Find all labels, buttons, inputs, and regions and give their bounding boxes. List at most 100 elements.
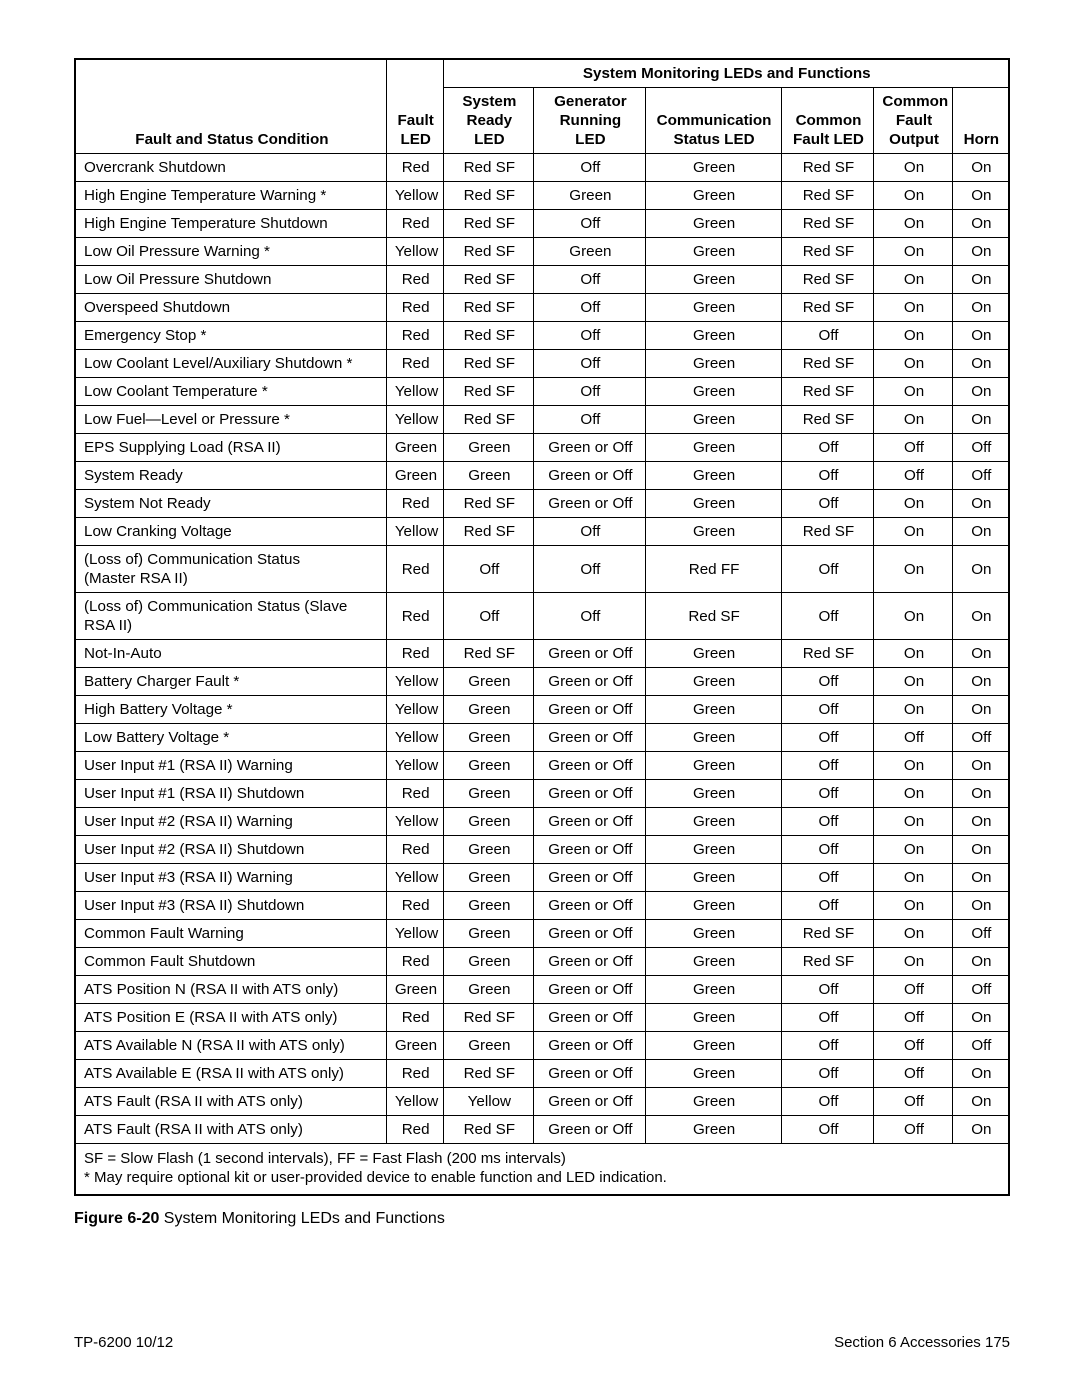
cell-value: On: [952, 322, 1009, 350]
col-header-horn: Horn: [952, 88, 1009, 154]
cell-value: On: [874, 350, 952, 378]
cell-condition: Common Fault Warning: [75, 920, 386, 948]
cell-value: Off: [781, 1088, 874, 1116]
cell-condition: Low Fuel—Level or Pressure *: [75, 406, 386, 434]
table-row: Overspeed ShutdownRedRed SFOffGreenRed S…: [75, 294, 1009, 322]
cell-value: On: [952, 640, 1009, 668]
cell-value: Green: [645, 1088, 781, 1116]
col-header-gen-running: GeneratorRunningLED: [534, 88, 645, 154]
cell-value: On: [952, 1004, 1009, 1032]
cell-value: On: [952, 808, 1009, 836]
cell-value: Green: [645, 1060, 781, 1088]
footer-right: Section 6 Accessories 175: [834, 1334, 1010, 1351]
cell-value: Green: [645, 808, 781, 836]
table-row: User Input #3 (RSA II) ShutdownRedGreenG…: [75, 892, 1009, 920]
cell-value: Yellow: [386, 752, 443, 780]
cell-value: Green: [443, 724, 534, 752]
cell-value: Off: [781, 668, 874, 696]
cell-value: Off: [781, 546, 874, 593]
cell-value: Green: [645, 1004, 781, 1032]
cell-value: Green: [645, 976, 781, 1004]
cell-value: Off: [534, 546, 645, 593]
cell-value: On: [952, 696, 1009, 724]
table-row: ATS Position N (RSA II with ATS only)Gre…: [75, 976, 1009, 1004]
table-row: User Input #1 (RSA II) ShutdownRedGreenG…: [75, 780, 1009, 808]
cell-value: Green: [645, 350, 781, 378]
cell-value: Red: [386, 948, 443, 976]
col-header-condition: Fault and Status Condition: [75, 59, 386, 154]
cell-condition: Low Oil Pressure Warning *: [75, 238, 386, 266]
cell-value: Yellow: [386, 724, 443, 752]
cell-value: Green: [645, 238, 781, 266]
cell-value: Red SF: [443, 490, 534, 518]
cell-condition: Low Cranking Voltage: [75, 518, 386, 546]
cell-value: Green: [443, 1032, 534, 1060]
cell-value: Off: [781, 1060, 874, 1088]
cell-condition: Not-In-Auto: [75, 640, 386, 668]
cell-value: Green: [645, 322, 781, 350]
cell-value: Red: [386, 1004, 443, 1032]
cell-value: Green: [386, 976, 443, 1004]
cell-value: Off: [781, 434, 874, 462]
cell-value: Green: [534, 238, 645, 266]
cell-value: Green or Off: [534, 696, 645, 724]
cell-value: Off: [874, 724, 952, 752]
cell-value: On: [952, 1060, 1009, 1088]
table-row: Low Coolant Temperature *YellowRed SFOff…: [75, 378, 1009, 406]
cell-value: Green: [645, 294, 781, 322]
cell-value: On: [874, 668, 952, 696]
cell-value: Green or Off: [534, 1116, 645, 1144]
cell-value: Green or Off: [534, 864, 645, 892]
cell-value: Green or Off: [534, 1060, 645, 1088]
cell-value: Green: [645, 1116, 781, 1144]
cell-value: Off: [534, 350, 645, 378]
cell-value: On: [952, 1088, 1009, 1116]
cell-value: Green: [443, 836, 534, 864]
table-row: High Battery Voltage *YellowGreenGreen o…: [75, 696, 1009, 724]
col-header-comm-status: CommunicationStatus LED: [645, 88, 781, 154]
cell-value: On: [874, 182, 952, 210]
cell-value: Off: [534, 406, 645, 434]
cell-value: Off: [781, 976, 874, 1004]
cell-condition: User Input #2 (RSA II) Warning: [75, 808, 386, 836]
cell-value: Green: [645, 434, 781, 462]
cell-value: Red SF: [443, 1060, 534, 1088]
cell-value: Red SF: [781, 238, 874, 266]
cell-value: Yellow: [386, 864, 443, 892]
cell-value: Green or Off: [534, 836, 645, 864]
table-row: High Engine Temperature Warning *YellowR…: [75, 182, 1009, 210]
cell-value: Red SF: [443, 182, 534, 210]
cell-value: Green: [645, 780, 781, 808]
cell-value: Red: [386, 780, 443, 808]
cell-value: Green: [443, 920, 534, 948]
cell-condition: Low Coolant Level/Auxiliary Shutdown *: [75, 350, 386, 378]
cell-value: Red: [386, 546, 443, 593]
cell-value: On: [952, 490, 1009, 518]
table-row: Overcrank ShutdownRedRed SFOffGreenRed S…: [75, 154, 1009, 182]
cell-value: Green: [645, 406, 781, 434]
document-page: Fault and Status Condition FaultLED Syst…: [0, 0, 1080, 1397]
cell-condition: ATS Position E (RSA II with ATS only): [75, 1004, 386, 1032]
cell-condition: User Input #3 (RSA II) Shutdown: [75, 892, 386, 920]
table-row: Common Fault ShutdownRedGreenGreen or Of…: [75, 948, 1009, 976]
cell-condition: Emergency Stop *: [75, 322, 386, 350]
cell-value: Green: [645, 892, 781, 920]
cell-value: On: [874, 836, 952, 864]
col-header-fault-led: FaultLED: [386, 59, 443, 154]
cell-condition: Common Fault Shutdown: [75, 948, 386, 976]
cell-value: Green or Off: [534, 976, 645, 1004]
cell-value: On: [874, 864, 952, 892]
cell-condition: User Input #1 (RSA II) Shutdown: [75, 780, 386, 808]
cell-value: Red SF: [443, 154, 534, 182]
cell-value: Red: [386, 294, 443, 322]
cell-value: Off: [874, 1032, 952, 1060]
cell-value: Red SF: [443, 1116, 534, 1144]
table-row: User Input #2 (RSA II) ShutdownRedGreenG…: [75, 836, 1009, 864]
cell-value: On: [874, 696, 952, 724]
cell-value: Red: [386, 266, 443, 294]
cell-value: Green or Off: [534, 490, 645, 518]
cell-value: Off: [952, 1032, 1009, 1060]
cell-value: Green: [443, 462, 534, 490]
cell-value: Off: [534, 518, 645, 546]
cell-value: On: [952, 668, 1009, 696]
